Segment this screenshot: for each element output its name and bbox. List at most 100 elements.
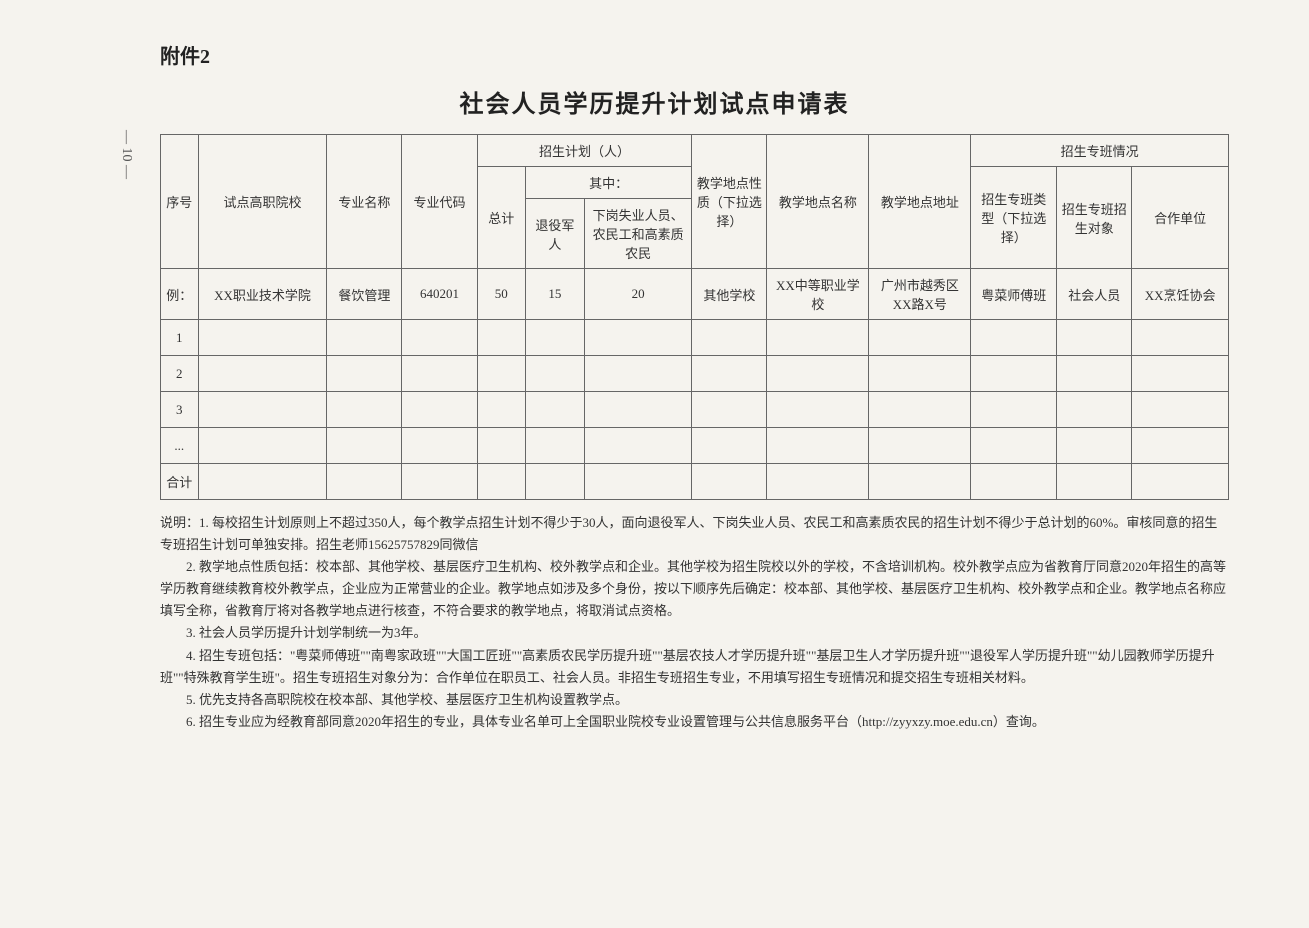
cell [327,392,402,428]
notes-prefix: 说明： [160,515,199,530]
header-major-code: 专业代码 [402,135,477,269]
cell [477,320,525,356]
cell [692,392,767,428]
cell [869,464,971,500]
cell [477,464,525,500]
note-item-2: 2. 教学地点性质包括：校本部、其他学校、基层医疗卫生机构、校外教学点和企业。其… [160,556,1229,622]
cell [767,392,869,428]
cell [1132,392,1229,428]
cell [1057,392,1132,428]
cell [971,392,1057,428]
header-veteran: 退役军人 [525,199,584,269]
header-total: 总计 [477,167,525,269]
cell [692,428,767,464]
cell [198,356,327,392]
example-class-type: 粤菜师傅班 [971,269,1057,320]
attachment-label: 附件2 [160,40,1249,69]
cell [971,320,1057,356]
cell [402,356,477,392]
table-row: ... [161,428,1229,464]
header-school: 试点高职院校 [198,135,327,269]
cell [402,320,477,356]
total-row: 合计 [161,464,1229,500]
cell [1132,320,1229,356]
example-site-addr: 广州市越秀区XX路X号 [869,269,971,320]
cell [1057,464,1132,500]
header-of-which: 其中： [525,167,691,199]
header-class-group: 招生专班情况 [971,135,1229,167]
cell [1132,464,1229,500]
header-unemployed: 下岗失业人员、农民工和高素质农民 [584,199,691,269]
row-seq: 2 [161,356,199,392]
cell [869,392,971,428]
cell [198,464,327,500]
cell [1057,428,1132,464]
note-item-4: 4. 招生专班包括："粤菜师傅班""南粤家政班""大国工匠班""高素质农民学历提… [160,645,1229,689]
cell [584,464,691,500]
table-row: 3 [161,392,1229,428]
cell [692,320,767,356]
cell [525,356,584,392]
example-major-name: 餐饮管理 [327,269,402,320]
note-text-1: 1. 每校招生计划原则上不超过350人，每个教学点招生计划不得少于30人，面向退… [160,515,1217,552]
cell [584,356,691,392]
cell [1132,428,1229,464]
note-item-1: 说明：1. 每校招生计划原则上不超过350人，每个教学点招生计划不得少于30人，… [160,512,1229,556]
example-veteran: 15 [525,269,584,320]
header-seq: 序号 [161,135,199,269]
cell [402,464,477,500]
example-target: 社会人员 [1057,269,1132,320]
cell [402,392,477,428]
cell [525,320,584,356]
cell [869,356,971,392]
example-site-name: XX中等职业学校 [767,269,869,320]
main-table-container: 序号 试点高职院校 专业名称 专业代码 招生计划（人） 教学地点性质（下拉选择）… [160,134,1229,500]
note-item-3: 3. 社会人员学历提升计划学制统一为3年。 [160,622,1229,644]
example-partner: XX烹饪协会 [1132,269,1229,320]
cell [477,356,525,392]
cell [327,428,402,464]
cell [402,428,477,464]
cell [971,356,1057,392]
note-item-6: 6. 招生专业应为经教育部同意2020年招生的专业，具体专业名单可上全国职业院校… [160,711,1229,733]
header-major-name: 专业名称 [327,135,402,269]
example-school: XX职业技术学院 [198,269,327,320]
cell [584,320,691,356]
table-row: 1 [161,320,1229,356]
header-site-addr: 教学地点地址 [869,135,971,269]
cell [767,464,869,500]
row-seq: 1 [161,320,199,356]
example-major-code: 640201 [402,269,477,320]
cell [971,464,1057,500]
cell [525,428,584,464]
application-table: 序号 试点高职院校 专业名称 专业代码 招生计划（人） 教学地点性质（下拉选择）… [160,134,1229,500]
row-total-label: 合计 [161,464,199,500]
cell [971,428,1057,464]
note-item-5: 5. 优先支持各高职院校在校本部、其他学校、基层医疗卫生机构设置教学点。 [160,689,1229,711]
header-class-type: 招生专班类型（下拉选择） [971,167,1057,269]
cell [525,392,584,428]
cell [767,428,869,464]
example-seq: 例： [161,269,199,320]
page-number: — 10 — [118,130,134,179]
cell [584,392,691,428]
cell [327,320,402,356]
notes-section: 说明：1. 每校招生计划原则上不超过350人，每个教学点招生计划不得少于30人，… [160,512,1229,733]
cell [198,392,327,428]
cell [327,464,402,500]
cell [1057,320,1132,356]
header-target: 招生专班招生对象 [1057,167,1132,269]
example-unemployed: 20 [584,269,691,320]
header-plan-group: 招生计划（人） [477,135,692,167]
cell [477,392,525,428]
row-seq: 3 [161,392,199,428]
cell [584,428,691,464]
cell [525,464,584,500]
cell [327,356,402,392]
example-row: 例： XX职业技术学院 餐饮管理 640201 50 15 20 其他学校 XX… [161,269,1229,320]
row-seq: ... [161,428,199,464]
example-site-nature: 其他学校 [692,269,767,320]
header-site-nature: 教学地点性质（下拉选择） [692,135,767,269]
table-row: 2 [161,356,1229,392]
document-title: 社会人员学历提升计划试点申请表 [60,84,1249,119]
